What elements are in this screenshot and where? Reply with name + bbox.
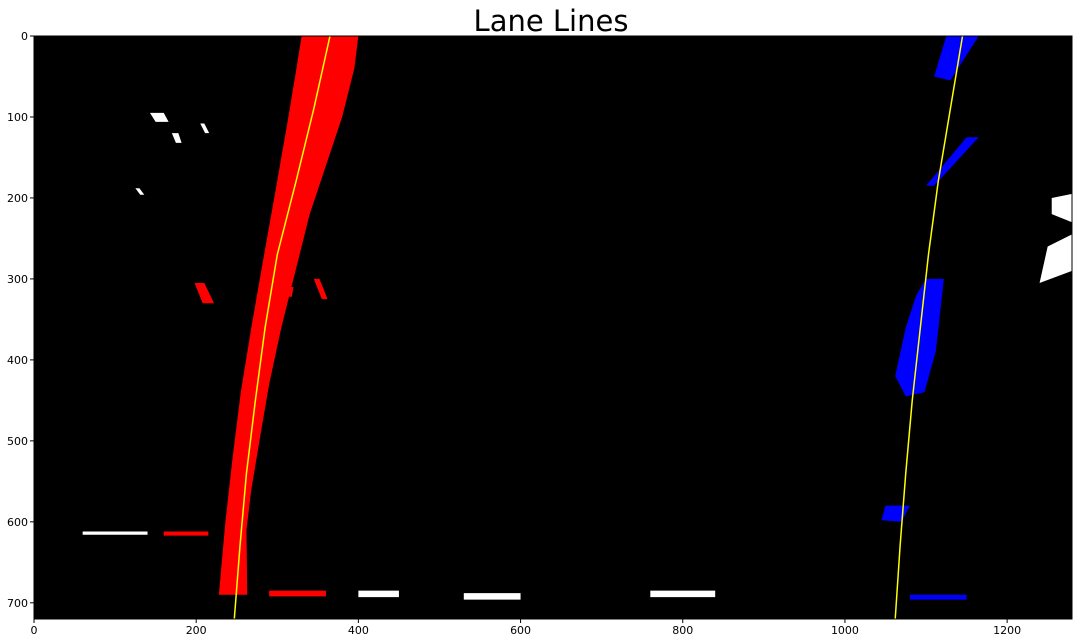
lane-pixel-regions (82, 36, 1072, 600)
y-axis: 0 100 200 300 400 500 600 700 (7, 30, 34, 610)
y-tick-label: 400 (7, 354, 28, 367)
noise-pixels-6 (1039, 234, 1072, 283)
noise-pixels-11 (194, 282, 215, 304)
noise-pixels-12 (313, 278, 328, 300)
y-tick-label: 500 (7, 435, 28, 448)
noise-pixels-5 (1051, 193, 1072, 223)
y-tick-label: 600 (7, 516, 28, 529)
y-tick-label: 0 (21, 30, 28, 43)
y-tick-label: 200 (7, 192, 28, 205)
noise-pixels-14 (358, 590, 399, 598)
noise-pixels-8 (171, 133, 182, 143)
noise-pixels-10 (135, 188, 145, 195)
chart-title: Lane Lines (474, 4, 629, 38)
left-lane-fit (233, 36, 331, 619)
x-tick-label: 1200 (993, 624, 1021, 637)
y-tick-label: 100 (7, 111, 28, 124)
y-tick-label: 700 (7, 597, 28, 610)
x-tick-label: 600 (510, 624, 531, 637)
noise-pixels-16 (650, 590, 716, 598)
noise-pixels-15 (463, 593, 521, 600)
x-tick-label: 800 (672, 624, 693, 637)
noise-pixels-19 (269, 590, 326, 597)
x-tick-label: 0 (31, 624, 38, 637)
x-tick-label: 400 (348, 624, 369, 637)
y-tick-label: 300 (7, 273, 28, 286)
x-tick-label: 1000 (831, 624, 859, 637)
noise-pixels-18 (163, 531, 209, 536)
x-axis: 0 200 400 600 800 1000 1200 (31, 619, 1021, 637)
noise-pixels-9 (200, 123, 210, 134)
right-lane-pixels-2 (934, 36, 979, 81)
plot-frame (33, 35, 1073, 620)
noise-pixels-13 (285, 287, 294, 297)
lane-fit-lines (233, 36, 964, 619)
noise-pixels-17 (82, 531, 148, 535)
noise-pixels-7 (149, 112, 169, 122)
left-lane-pixels-0 (218, 36, 359, 595)
noise-pixels-20 (909, 594, 967, 600)
right-lane-fit (894, 36, 964, 619)
x-tick-label: 200 (186, 624, 207, 637)
